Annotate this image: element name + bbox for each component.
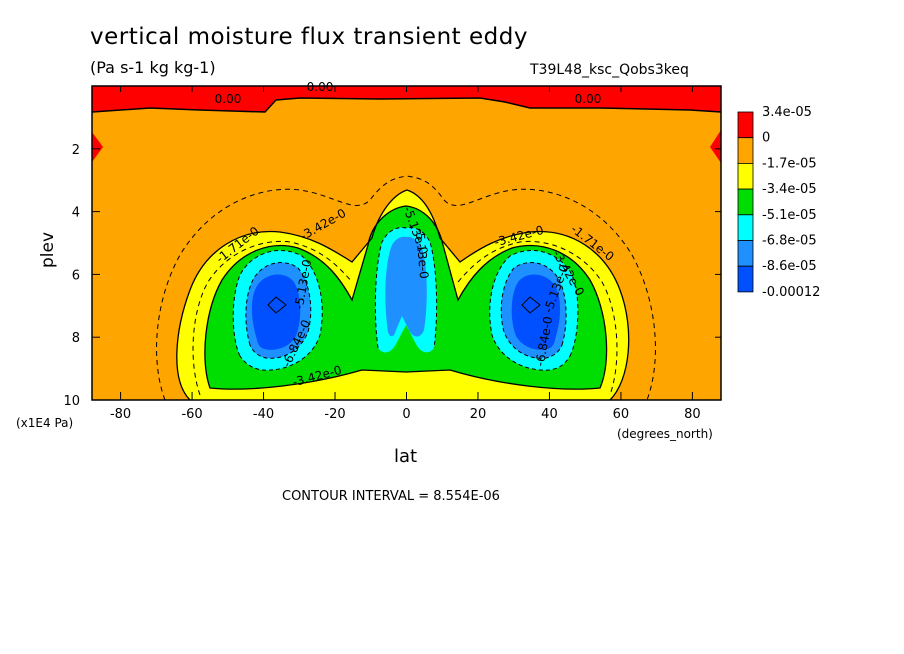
contour-line-layer: [92, 97, 721, 400]
contour-line-green-edge: [204, 205, 608, 390]
y-tick-label: 8: [72, 331, 80, 346]
contour-line-blue-south: [245, 262, 312, 359]
legend-level-label: 3.4e-05: [762, 105, 812, 120]
x-tick-label: -80: [110, 407, 131, 422]
contour-fill-layer: [92, 86, 721, 400]
chart-units: (Pa s-1 kg kg-1): [90, 58, 216, 77]
legend-swatch: [737, 214, 754, 241]
legend-swatch: [737, 265, 754, 293]
contour-line-center-north: [521, 296, 541, 314]
legend-level-label: 0: [762, 131, 770, 146]
legend-level-label: -8.6e-05: [762, 259, 817, 274]
x-tick-label: 20: [470, 407, 487, 422]
contour-label: 0.00: [575, 92, 602, 106]
x-tick-label: 60: [613, 407, 630, 422]
legend-swatch: [737, 111, 754, 139]
contour-line-outer-dashed: [156, 175, 656, 400]
fill-blue-equator: [385, 236, 427, 337]
axis-ticks: -80 -60 -40 -20 0 20 40 60 80 2 4 6 8 10: [63, 86, 721, 422]
contour-line-cyan-south: [232, 249, 323, 371]
contour-line-center-south: [267, 296, 287, 314]
run-name: T39L48_ksc_Qobs3keq: [530, 62, 689, 78]
x-tick-label: -40: [253, 407, 274, 422]
y-axis-label: plev: [38, 231, 59, 269]
legend-level-label: -6.8e-05: [762, 234, 817, 249]
legend-swatch: [737, 137, 754, 164]
x-tick-label: 0: [402, 407, 410, 422]
y-axis-units: (x1E4 Pa): [16, 416, 74, 430]
contour-line-yellow-edge: [176, 189, 630, 400]
x-tick-label: 80: [684, 407, 701, 422]
y-tick-label: 2: [72, 143, 80, 158]
contour-line-cyan-equator: [374, 227, 438, 349]
contour-line-zero: [92, 97, 721, 113]
y-tick-label: 10: [63, 394, 80, 409]
y-tick-label: 4: [72, 206, 80, 221]
contour-line-inner-yellow-dashed: [192, 240, 618, 396]
contour-interval-note: CONTOUR INTERVAL = 8.554E-06: [282, 489, 500, 504]
legend-swatch: [737, 162, 754, 190]
y-tick-label: 6: [72, 268, 80, 283]
contour-label: 0.00: [215, 92, 242, 106]
legend-swatch: [737, 240, 754, 267]
x-tick-label: -60: [181, 407, 202, 422]
contour-label: 0.00: [307, 80, 334, 94]
x-axis-label: lat: [394, 446, 418, 467]
fill-darkblue-north: [511, 274, 561, 350]
contour-line-blue-north: [500, 262, 567, 359]
x-axis-units: (degrees_north): [617, 427, 713, 441]
legend-level-label: -3.4e-05: [762, 182, 817, 197]
legend-level-label: -5.1e-05: [762, 208, 817, 223]
fill-red-left: [92, 132, 103, 162]
x-tick-label: -20: [324, 407, 345, 422]
fill-darkblue-south: [251, 274, 301, 350]
x-tick-label: 40: [541, 407, 558, 422]
legend-level-label: -1.7e-05: [762, 156, 817, 171]
legend-level-label: -0.00012: [762, 285, 820, 300]
chart-title: vertical moisture flux transient eddy: [90, 24, 528, 50]
contour-line-cyan-north: [489, 249, 579, 371]
color-legend: 3.4e-05 0 -1.7e-05 -3.4e-05 -5.1e-05 -6.8e-05…: [737, 105, 820, 300]
fill-red-right: [710, 130, 721, 163]
legend-swatch: [737, 188, 754, 216]
contour-label: -5.13e-0: [413, 228, 431, 279]
